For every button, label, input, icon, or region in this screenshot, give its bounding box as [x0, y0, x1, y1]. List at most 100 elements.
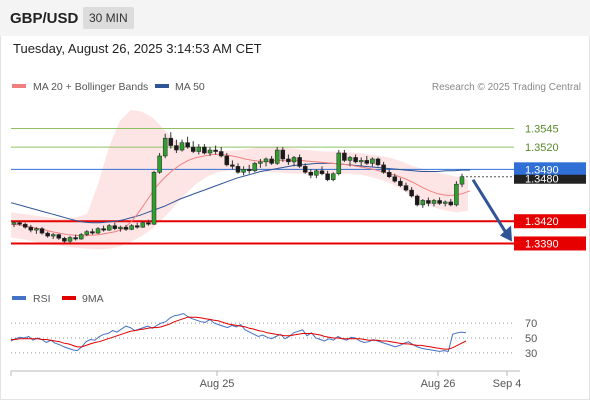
- header-bar: GBP/USD 30 MIN: [0, 0, 590, 36]
- candle-9: [62, 236, 67, 243]
- candle-31: [185, 136, 190, 149]
- candle-30: [179, 139, 185, 152]
- level-label-bg-1.3420: [514, 214, 586, 229]
- candle-51: [297, 154, 302, 168]
- candle-body: [375, 158, 381, 166]
- bollinger-band-area: [11, 110, 468, 250]
- candle-body: [286, 158, 291, 163]
- candle-body: [353, 157, 358, 163]
- rsi-level-label-70: 70: [525, 318, 537, 330]
- ma20-line: [10, 154, 471, 237]
- candle-body: [246, 169, 252, 172]
- x-tick-label-2: Sep 4: [493, 378, 522, 390]
- candle-body: [437, 200, 442, 204]
- timeframe-badge[interactable]: 30 MIN: [83, 7, 134, 29]
- forecast-arrow: [471, 178, 512, 242]
- candle-body: [95, 228, 101, 234]
- candle-body: [146, 222, 151, 225]
- candle-8: [56, 233, 62, 240]
- candle-27: [162, 133, 168, 159]
- candle-body: [342, 152, 347, 161]
- candle-53: [308, 169, 314, 179]
- candle-21: [129, 224, 134, 231]
- candle-body: [314, 170, 319, 176]
- candle-72: [414, 194, 420, 207]
- candle-body: [308, 172, 314, 176]
- level-label-1.3390: 1.3390: [525, 238, 559, 250]
- candle-40: [235, 163, 241, 174]
- candle-body: [403, 185, 409, 191]
- candle-body: [185, 142, 190, 148]
- candle-65: [375, 157, 381, 167]
- candle-25: [151, 170, 157, 225]
- candle-28: [168, 132, 174, 149]
- candle-35: [207, 147, 213, 156]
- candle-58: [336, 150, 342, 176]
- candle-13: [84, 230, 90, 237]
- candle-60: [347, 155, 353, 167]
- legend: MA 20 + Bollinger Bands MA 50 Research ©…: [12, 81, 581, 93]
- price-levels: [11, 128, 514, 245]
- candle-body: [274, 149, 280, 164]
- candle-62: [358, 157, 364, 167]
- x-axis: Aug 25 Aug 26 Sep 4: [10, 370, 522, 390]
- candle-body: [134, 225, 140, 228]
- candle-body: [202, 146, 207, 154]
- candle-body: [330, 173, 336, 180]
- candle-body: [454, 183, 459, 206]
- candle-body: [62, 238, 67, 242]
- candle-59: [342, 150, 347, 162]
- candle-44: [258, 158, 263, 168]
- candle-body: [381, 164, 386, 173]
- candle-54: [314, 169, 319, 179]
- price-level-labels: 1.3545 1.3520 1.3490 1.3420 1.3390 1.3480: [514, 124, 586, 251]
- candle-body: [280, 149, 286, 160]
- candle-body: [118, 226, 123, 229]
- candle-body: [84, 231, 90, 235]
- candle-2: [22, 222, 28, 229]
- candle-78: [448, 198, 454, 207]
- candle-body: [179, 142, 185, 151]
- candle-body: [325, 173, 330, 180]
- candle-body: [442, 201, 448, 204]
- level-label-bg-1.3490: [514, 162, 586, 177]
- x-tick-label-1: Aug 26: [421, 378, 456, 390]
- level-label-1.3420: 1.3420: [525, 216, 559, 228]
- candle-7: [50, 233, 56, 240]
- candle-body: [123, 226, 129, 230]
- candle-70: [403, 182, 409, 192]
- candle-body: [459, 176, 465, 185]
- candle-body: [90, 231, 95, 234]
- candle-body: [45, 232, 50, 237]
- forecast-arrow-head: [500, 225, 512, 242]
- rsi-legend-label: RSI: [33, 293, 51, 305]
- candle-26: [157, 153, 162, 174]
- candle-1: [17, 220, 22, 226]
- candle-body: [151, 172, 157, 225]
- symbol-title: GBP/USD: [10, 10, 79, 27]
- candle-68: [392, 173, 398, 183]
- candle-66: [381, 161, 386, 174]
- candle-19: [118, 225, 123, 232]
- candle-37: [218, 147, 224, 158]
- candle-11: [73, 234, 78, 241]
- candle-body: [297, 157, 302, 167]
- candle-63: [364, 155, 370, 165]
- candle-48: [280, 147, 286, 162]
- candle-body: [409, 189, 414, 197]
- candle-15: [95, 227, 101, 234]
- candle-32: [190, 141, 196, 154]
- candle-79: [454, 181, 459, 207]
- candle-body: [56, 234, 62, 239]
- candle-body: [235, 166, 241, 173]
- current-price-label-bg: [514, 174, 586, 184]
- candle-56: [325, 170, 330, 182]
- bollinger-band: [11, 110, 468, 250]
- candle-body: [101, 228, 106, 231]
- candle-body: [426, 200, 431, 204]
- rsi-legend: RSI 9MA: [12, 293, 104, 305]
- candle-body: [302, 166, 308, 173]
- rsi-ma-legend-swatch: [62, 296, 76, 300]
- candle-body: [28, 226, 34, 231]
- candle-body: [207, 149, 213, 154]
